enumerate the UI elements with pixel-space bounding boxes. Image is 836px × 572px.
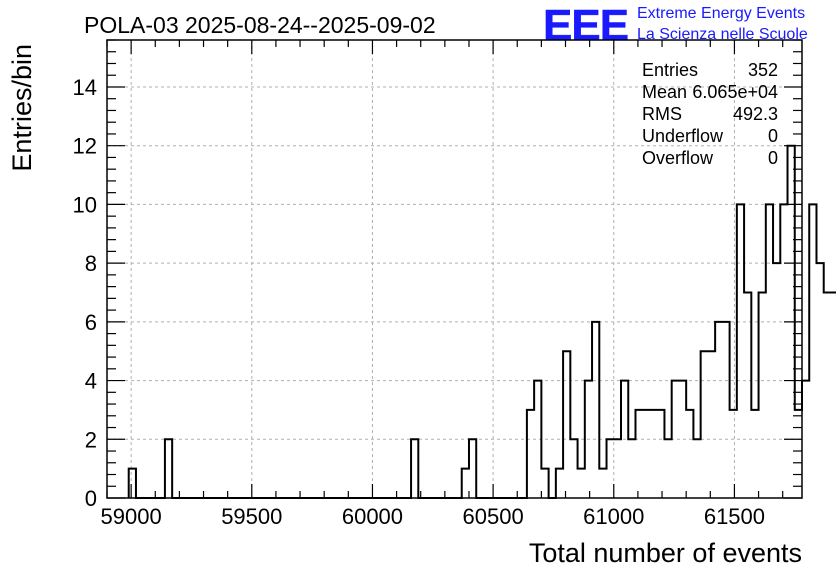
y-tick-label: 4 (85, 369, 97, 394)
stats-value: 352 (748, 60, 778, 80)
x-tick-label: 60000 (342, 504, 403, 529)
y-tick-labels: 0 2 4 6 8 10 12 14 (73, 75, 97, 511)
stats-label: Entries (642, 60, 698, 80)
x-tick-label: 61500 (704, 504, 765, 529)
y-tick-label: 0 (85, 486, 97, 511)
eee-logo: EEE Extreme Energy Events La Scienza nel… (543, 1, 808, 51)
y-tick-label: 10 (73, 192, 97, 217)
chart-title: POLA-03 2025-08-24--2025-09-02 (84, 12, 436, 38)
y-tick-label: 2 (85, 427, 97, 452)
x-tick-labels: 59000 59500 60000 60500 61000 61500 (101, 504, 765, 529)
y-tick-label: 12 (73, 134, 97, 159)
y-tick-label: 14 (73, 75, 97, 100)
axes (106, 39, 803, 499)
stats-value: 492.3 (733, 104, 778, 124)
stats-label: Overflow (642, 148, 714, 168)
x-tick-label: 61000 (583, 504, 644, 529)
stats-value: 0 (768, 148, 778, 168)
plot-frame (106, 39, 803, 499)
stats-value: 6.065e+04 (692, 82, 778, 102)
y-tick-label: 6 (85, 310, 97, 335)
y-axis-label: Entries/bin (7, 44, 37, 172)
logo-line-1: Extreme Energy Events (637, 5, 805, 22)
stats-label: Mean (642, 82, 687, 102)
x-axis-label: Total number of events (529, 538, 802, 568)
stats-label: Underflow (642, 126, 724, 146)
y-tick-label: 8 (85, 251, 97, 276)
grid-lines (107, 40, 802, 498)
eee-logo-mark: EEE (543, 1, 628, 50)
stats-value: 0 (768, 126, 778, 146)
stats-label: RMS (642, 104, 682, 124)
stats-box: Entries 352 Mean 6.065e+04 RMS 492.3 Underflow… (642, 60, 778, 168)
x-tick-label: 59500 (221, 504, 282, 529)
x-tick-label: 60500 (463, 504, 524, 529)
x-tick-label: 59000 (101, 504, 162, 529)
logo-line-2: La Scienza nelle Scuole (637, 26, 808, 43)
